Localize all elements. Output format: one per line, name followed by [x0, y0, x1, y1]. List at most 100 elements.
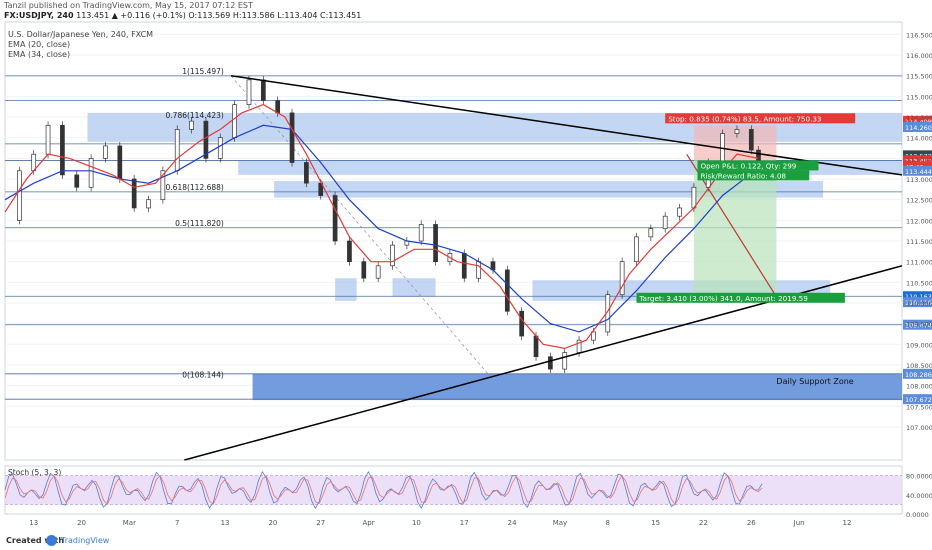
- x-tick-label: 13: [29, 519, 38, 527]
- candle-body: [634, 236, 639, 263]
- y-tick-label: 115.500: [906, 73, 932, 81]
- y-tick-label: 112.500: [906, 197, 932, 205]
- fib-label: 0(108.144): [182, 371, 224, 380]
- x-tick-label: 7: [175, 519, 179, 527]
- candle-body: [131, 178, 137, 209]
- price-badge: [903, 121, 932, 132]
- stoch-k-line: [4, 470, 763, 510]
- symbol-bar: FX:USDJPY, 240 113.451 ▲ +0.116 (+0.1%) …: [4, 11, 361, 20]
- demand-zone: [274, 181, 824, 198]
- ema20-line: [4, 103, 759, 350]
- candle-body: [591, 331, 596, 341]
- y-tick-label: 110.500: [906, 279, 932, 287]
- candle-body: [756, 149, 761, 161]
- y-tick-label: 112.000: [906, 217, 932, 225]
- stoch-d-line: [4, 474, 763, 506]
- x-tick-label: Mar: [123, 519, 136, 527]
- pnl-label: Open P&L: 0.122, Qty: 299: [700, 161, 796, 170]
- y-tick-label: 108.500: [906, 362, 932, 370]
- candle-body: [390, 244, 395, 267]
- demand-zone: [335, 278, 357, 301]
- candle-body: [433, 224, 438, 263]
- x-tick-label: Jun: [793, 519, 805, 527]
- fib-label: 0.5(111.820): [175, 219, 224, 228]
- price-badge-label: 113.444: [905, 168, 932, 176]
- y-tick-label: 108.000: [906, 383, 932, 391]
- legend-ema34[interactable]: EMA (34, close): [8, 50, 71, 59]
- x-tick-label: Apr: [363, 519, 375, 527]
- y-tick-label: 116.000: [906, 52, 932, 60]
- price-badge: [903, 150, 932, 161]
- target-label-bg: [636, 292, 845, 303]
- y-tick-label: 113.500: [906, 155, 932, 163]
- price-badge: [903, 368, 932, 379]
- x-tick-label: 8: [606, 519, 610, 527]
- fib-label: 0.786(114.423): [166, 111, 224, 120]
- price-badge-label: 107.672: [905, 396, 932, 404]
- target-label: Target: 3.410 (3.00%) 341.0, Amount: 201…: [638, 294, 808, 303]
- stoch-level-label: 80.0000: [906, 473, 932, 481]
- price-badge: [903, 155, 932, 166]
- x-tick-label: 22: [699, 519, 708, 527]
- price-badge: [903, 297, 932, 308]
- x-tick-label: 20: [77, 519, 86, 527]
- candle-body: [260, 79, 266, 101]
- candle-body: [17, 170, 22, 221]
- candle-body: [289, 112, 295, 163]
- rr-label: Risk/Reward Ratio: 4.08: [700, 171, 786, 180]
- price-badge: [903, 165, 932, 176]
- legend-ema20[interactable]: EMA (20, close): [8, 40, 71, 49]
- ema34-line: [4, 124, 759, 333]
- x-tick-label: 27: [316, 519, 325, 527]
- x-tick-label: 20: [268, 519, 277, 527]
- symbol-label[interactable]: FX:USDJPY, 240: [4, 11, 74, 20]
- candle-body: [662, 215, 668, 229]
- candle-body: [318, 182, 324, 196]
- x-tick-label: 24: [508, 519, 517, 527]
- y-tick-label: 111.500: [906, 238, 932, 246]
- price-badge: [903, 319, 932, 330]
- stoch-label: Stoch (5, 3, 3): [8, 468, 61, 477]
- candle-body: [361, 261, 367, 279]
- y-tick-label: 116.500: [906, 31, 932, 39]
- publish-info: Tanzil published on TradingView.com, May…: [4, 1, 253, 10]
- candle-body: [461, 253, 467, 279]
- chart-legend: U.S. Dollar/Japanese Yen, 240, FXCM EMA …: [8, 30, 153, 60]
- candle-body: [217, 137, 223, 159]
- y-tick-label: 110.000: [906, 300, 932, 308]
- rr-label-bg: [697, 170, 810, 181]
- tradingview-brand[interactable]: TradingView: [61, 536, 110, 545]
- candle-body: [648, 228, 654, 238]
- candle-body: [375, 265, 381, 279]
- price-badge-label: 109.474: [905, 322, 932, 330]
- candle-body: [332, 195, 338, 242]
- candle-body: [519, 310, 525, 337]
- stop-label-bg: [665, 113, 856, 124]
- candle-body: [146, 199, 151, 209]
- price-badge-label: 114.260: [905, 124, 932, 132]
- candle-body: [174, 129, 180, 172]
- candle-body: [160, 170, 166, 201]
- candle-body: [619, 261, 625, 296]
- stoch-level-label: 40.0000: [906, 492, 932, 500]
- candle-body: [748, 129, 754, 151]
- candle-body: [45, 124, 51, 155]
- y-tick-label: 114.500: [906, 114, 932, 122]
- candle-body: [60, 124, 65, 176]
- created-with-label: Created with: [6, 536, 65, 545]
- trendline: [230, 74, 903, 176]
- stop-label: Stop: 0.835 (0.74%) 83.5, Amount: 750.33: [668, 114, 821, 123]
- legend-title: U.S. Dollar/Japanese Yen, 240, FXCM: [8, 30, 154, 39]
- candle-body: [117, 145, 123, 180]
- price-badge-label: 113.451: [905, 157, 932, 165]
- y-tick-label: 114.000: [906, 135, 932, 143]
- fib-label: 0.618(112.688): [166, 183, 224, 192]
- y-tick-label: 109.500: [906, 321, 932, 329]
- candle-body: [275, 100, 281, 114]
- x-tick-label: 15: [651, 519, 660, 527]
- candle-body: [548, 356, 553, 370]
- price-badge-label: 110.110: [905, 299, 932, 307]
- candle-body: [734, 129, 740, 134]
